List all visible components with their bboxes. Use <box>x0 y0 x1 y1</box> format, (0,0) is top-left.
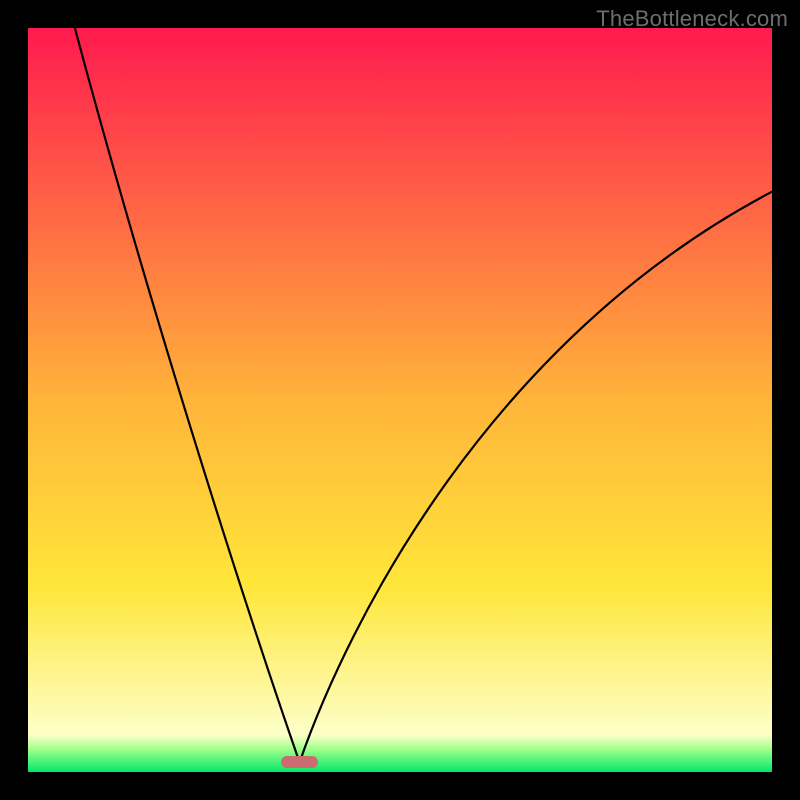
cusp-marker <box>281 756 318 768</box>
plot-area <box>28 28 772 772</box>
chart-frame: TheBottleneck.com <box>0 0 800 800</box>
curve-path <box>75 28 772 762</box>
bottleneck-curve <box>28 28 772 772</box>
watermark-text: TheBottleneck.com <box>596 6 788 32</box>
